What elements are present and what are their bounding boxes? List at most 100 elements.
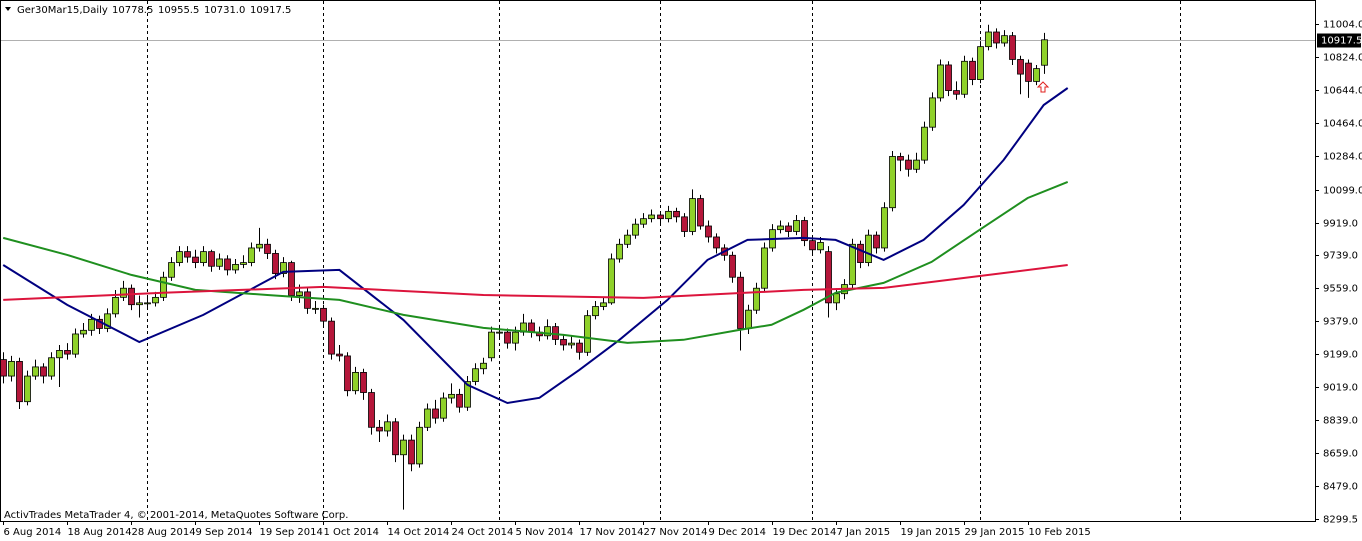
header-value: 10731.0 (204, 5, 245, 16)
y-tick-label: 9379.0 (1323, 317, 1358, 328)
x-tick-label: 27 Nov 2014 (644, 527, 708, 538)
header-value: 10955.5 (158, 5, 199, 16)
candle-body (368, 392, 375, 428)
candle-body (544, 326, 551, 337)
candle-body (777, 225, 784, 231)
candle-body (825, 251, 832, 304)
candle-body (360, 372, 367, 393)
candle-body (665, 210, 672, 220)
candle-body (584, 315, 591, 353)
candle-body (897, 156, 904, 161)
candle-body (713, 236, 720, 249)
candle-body (64, 350, 71, 355)
signal-arrow (1036, 81, 1050, 93)
candle-body (873, 234, 880, 249)
candle-body (648, 214, 655, 220)
x-tick-label: 17 Nov 2014 (580, 527, 644, 538)
candle-body (480, 362, 487, 370)
candle-body (624, 234, 631, 245)
candle-body (456, 393, 463, 408)
moving-average (3, 264, 1068, 301)
candle-body (993, 31, 1000, 44)
candle-body (576, 342, 583, 353)
candle-body (256, 243, 263, 249)
candle-body (801, 220, 808, 242)
y-tick-label: 11004.0 (1323, 20, 1362, 31)
candle-body (913, 159, 920, 170)
y-tick-label: 8479.0 (1323, 482, 1358, 493)
candle-body (240, 262, 247, 265)
x-tick-label: 19 Jan 2015 (901, 527, 961, 538)
candle-body (16, 361, 23, 403)
candle-body (697, 198, 704, 227)
current-price-box (1317, 33, 1361, 48)
x-tick-label: 28 Aug 2014 (132, 527, 196, 538)
candle-body (1017, 59, 1024, 75)
candle-body (761, 247, 768, 289)
candle-body (352, 372, 359, 392)
y-tick-label: 10644.0 (1323, 86, 1362, 97)
candle-body (496, 331, 503, 334)
candle-body (472, 368, 479, 382)
x-tick-label: 9 Dec 2014 (709, 527, 767, 538)
candle-body (72, 333, 79, 355)
candle-body (504, 331, 511, 344)
candle-body (48, 357, 55, 377)
y-tick-label: 10464.0 (1323, 119, 1362, 130)
x-tick-label: 10 Feb 2015 (1029, 527, 1091, 538)
candle-body (440, 397, 447, 419)
x-tick-label: 7 Jan 2015 (837, 527, 891, 538)
candle-body (1025, 62, 1032, 82)
x-tick-label: 24 Oct 2014 (452, 527, 514, 538)
x-tick-label: 6 Aug 2014 (4, 527, 62, 538)
candle-body (849, 243, 856, 285)
candle-body (408, 439, 415, 465)
symbol-label: Ger30Mar15,Daily (17, 5, 108, 16)
candle-body (192, 256, 199, 263)
candle-body (112, 296, 119, 315)
candle-body (488, 331, 495, 359)
x-tick-label: 18 Aug 2014 (68, 527, 132, 538)
candle-body (809, 240, 816, 251)
header-ohlc: 10778.5 10955.5 10731.0 10917.5 (112, 5, 291, 16)
candle-body (945, 64, 952, 91)
header-value: 10917.5 (250, 5, 291, 16)
candle-body (729, 254, 736, 278)
candle-body (104, 313, 111, 329)
candle-body (833, 293, 840, 304)
candle-body (320, 307, 327, 322)
candle-body (184, 251, 191, 258)
x-tick-label: 9 Sep 2014 (196, 527, 253, 538)
y-tick-label: 8659.0 (1323, 449, 1358, 460)
candle-body (56, 350, 63, 359)
candle-body (224, 258, 231, 271)
candle-body (889, 156, 896, 209)
candle-body (985, 31, 992, 48)
candle-body (416, 426, 423, 465)
candle-body (24, 375, 31, 403)
candle-body (128, 287, 135, 306)
candle-body (32, 366, 39, 377)
candle-body (528, 322, 535, 333)
candle-body (953, 90, 960, 95)
candle-body (705, 225, 712, 238)
candle-body (785, 225, 792, 232)
candle-body (424, 408, 431, 428)
candle-body (921, 126, 928, 161)
candle-body (681, 216, 688, 232)
candle-body (40, 366, 47, 377)
x-tick-label: 29 Jan 2015 (965, 527, 1025, 538)
candle-body (961, 60, 968, 95)
candle-body (1009, 35, 1016, 60)
y-tick-label: 9559.0 (1323, 284, 1358, 295)
x-tick-label: 14 Oct 2014 (388, 527, 450, 538)
candle-body (592, 306, 599, 317)
x-tick-label: 5 Nov 2014 (516, 527, 574, 538)
y-tick-label: 9199.0 (1323, 350, 1358, 361)
candle-body (248, 247, 255, 263)
footer: ActivTrades MetaTrader 4, © 2001-2014, M… (4, 510, 348, 521)
candle-body (120, 287, 127, 298)
candle-body (168, 262, 175, 278)
current-price-label: 10917.5 (1321, 36, 1362, 47)
